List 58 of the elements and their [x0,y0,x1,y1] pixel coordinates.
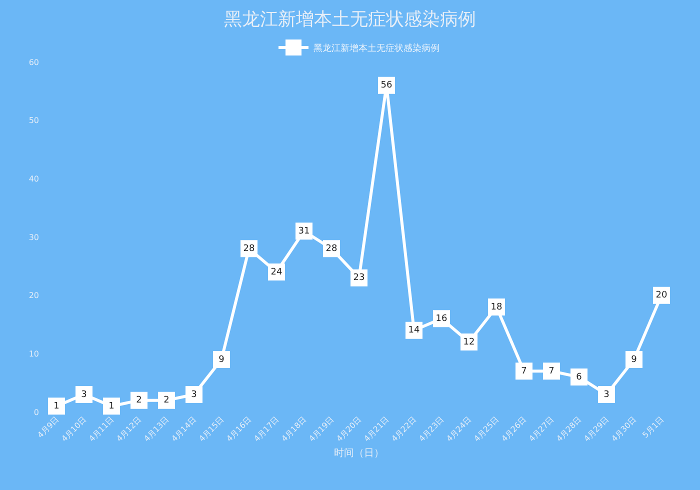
x-tick-label: 4月22日 [390,414,418,444]
data-label: 3 [604,390,610,400]
x-tick-label: 4月25日 [472,414,501,444]
data-label: 6 [576,372,582,382]
x-tick-label: 4月14日 [170,414,198,444]
x-tick-label: 4月10日 [60,414,88,444]
y-tick-label: 0 [34,408,39,417]
x-tick-label: 4月18日 [280,414,308,444]
y-tick-label: 60 [28,58,39,67]
x-tick-label: 5月1日 [640,414,666,440]
data-label: 7 [548,366,554,376]
data-label: 9 [631,354,638,365]
x-tick-label: 4月20日 [334,414,364,444]
data-label: 1 [108,401,114,412]
x-tick-label: 4月19日 [307,414,336,444]
x-tick-label: 4月29日 [582,414,611,444]
x-tick-label: 4月27日 [527,414,556,444]
x-tick-label: 4月11日 [87,414,116,444]
chart-title: 黑龙江新增本土无症状感染病例 [224,8,476,30]
x-tick-label: 4月15日 [197,414,226,444]
x-tick-label: 4月16日 [224,414,254,444]
data-label: 12 [463,337,475,348]
data-label: 28 [243,244,255,254]
x-axis-title: 时间（日） [334,446,384,459]
y-tick-label: 10 [28,349,39,358]
data-label: 31 [298,226,310,236]
data-label: 14 [408,326,420,336]
x-tick-label: 4月30日 [610,414,638,444]
data-label: 28 [326,244,338,254]
data-label: 3 [81,390,87,400]
data-label: 56 [380,80,392,91]
x-tick-label: 4月24日 [444,414,474,444]
data-label: 9 [218,354,225,365]
y-tick-label: 30 [28,232,39,242]
x-tick-label: 4月23日 [417,414,446,444]
point [103,398,120,415]
x-tick-label: 4月21日 [362,414,391,444]
data-label: 23 [353,273,365,284]
data-label: 24 [270,267,282,278]
data-label: 2 [136,396,142,406]
x-tick-label: 4月9日 [36,414,61,440]
x-tick-label: 4月17日 [252,414,281,444]
data-label: 18 [490,302,502,312]
y-tick-label: 40 [28,174,39,184]
y-tick-label: 50 [28,116,39,126]
x-tick-label: 4月28日 [554,414,584,444]
data-label: 2 [164,396,170,406]
x-tick-label: 4月13日 [142,414,171,444]
data-label: 1 [54,401,60,412]
legend-label: 黑龙江新增本土无症状感染病例 [314,43,440,54]
x-tick-label: 4月12日 [114,414,144,444]
y-tick-label: 20 [28,291,39,300]
point [48,398,65,415]
x-tick-label: 4月26日 [500,414,528,444]
data-label: 16 [436,314,448,324]
data-label: 7 [521,366,527,376]
data-label: 3 [191,390,197,400]
data-label: 20 [656,290,668,301]
